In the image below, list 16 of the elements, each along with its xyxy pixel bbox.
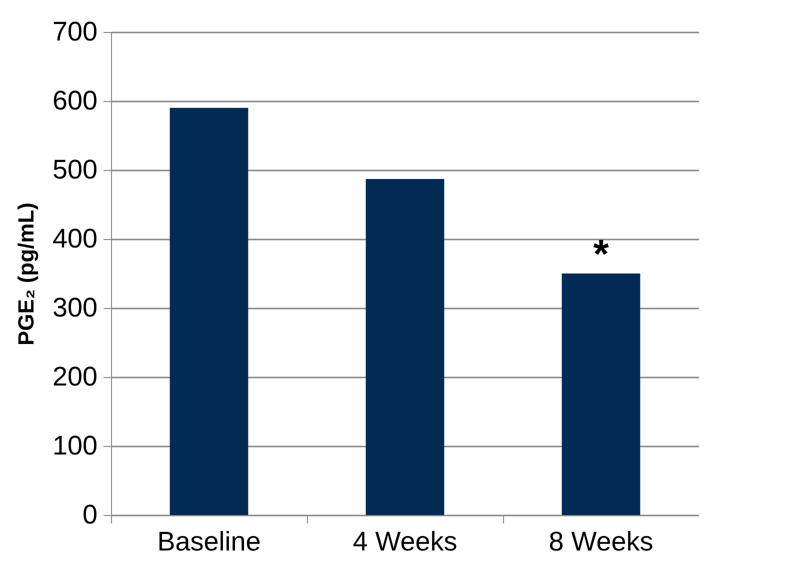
- bar: [170, 108, 248, 515]
- x-tick-label: Baseline: [157, 526, 261, 556]
- bar: [366, 178, 444, 515]
- bar: [562, 274, 640, 515]
- y-tick-label: 400: [52, 224, 98, 254]
- y-axis-title: PGE₂ (pg/mL): [13, 202, 38, 346]
- y-tick-label: 700: [52, 16, 98, 46]
- x-tick-label: 4 Weeks: [352, 526, 458, 556]
- y-tick-label: 300: [52, 292, 98, 322]
- x-tick-label: 8 Weeks: [548, 526, 654, 556]
- y-tick-label: 500: [52, 154, 98, 184]
- annotation: *: [593, 232, 610, 276]
- y-tick-label: 100: [52, 430, 98, 460]
- y-tick-label: 200: [52, 362, 98, 392]
- y-tick-label: 600: [52, 86, 98, 116]
- y-tick-label: 0: [82, 500, 98, 530]
